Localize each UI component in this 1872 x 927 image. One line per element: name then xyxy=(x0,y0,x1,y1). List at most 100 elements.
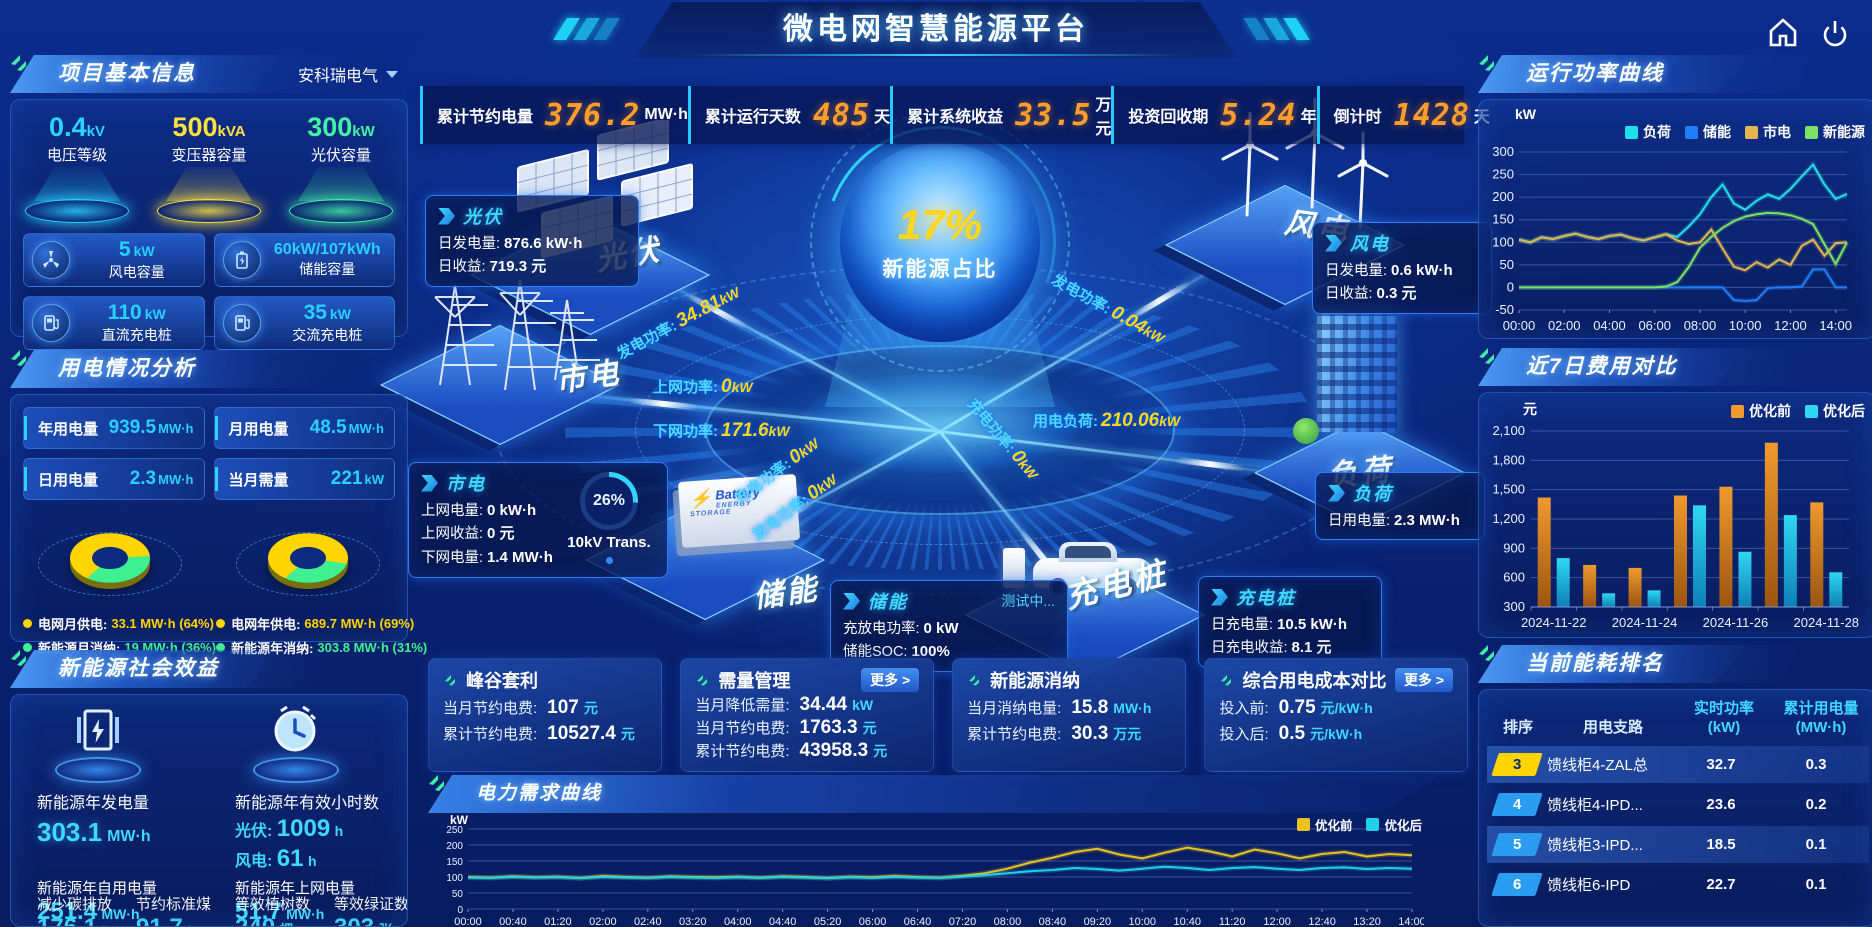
tile-storage-capacity: 60kW/107kWh 储能容量 xyxy=(213,233,395,287)
svg-text:12:00: 12:00 xyxy=(1774,318,1807,333)
svg-text:2,100: 2,100 xyxy=(1492,423,1525,438)
company-dropdown[interactable]: 安科瑞电气 xyxy=(298,62,398,86)
legend-grid-year: 电网年供电: 689.7 MW·h (69%) xyxy=(216,614,427,633)
power-icon[interactable] xyxy=(1818,16,1852,50)
legend-grid-month: 电网月供电: 33.1 MW·h (64%) xyxy=(23,614,216,633)
benefit-carousel-overlap: 新能源年自用电量 251.4 MW·h 新能源年上网电量 51.7 MW·h 减少碳… xyxy=(11,877,408,926)
storage-node-label: 储能 xyxy=(751,572,822,615)
run-power-legend[interactable]: 负荷 储能 市电 新能源 xyxy=(1625,122,1865,142)
stat-running-days: 累计运行天数 485 天 xyxy=(687,86,891,144)
battery-icon xyxy=(222,241,261,279)
stat-label: 累计运行天数 xyxy=(704,109,801,126)
card-corner-icon xyxy=(697,674,708,685)
cost-chart-legend[interactable]: 优化前 优化后 xyxy=(1731,401,1865,421)
legend-item[interactable]: 优化后 xyxy=(1366,815,1422,834)
panel-title: 当前能耗排名 xyxy=(1526,652,1664,675)
benefit-generation-column: 新能源年发电量 303.1 MW·h xyxy=(11,695,209,873)
y-axis-unit: 元 xyxy=(1523,401,1537,417)
storage-status-tag: 测试中... xyxy=(1001,593,1055,609)
rank-badge: 3 xyxy=(1491,752,1543,776)
stat-label: 倒计时 xyxy=(1333,109,1382,126)
home-icon[interactable] xyxy=(1766,16,1800,50)
stat-payback-period: 投资回收期 5.24 年 xyxy=(1111,86,1317,144)
arrow-icon xyxy=(1211,588,1228,606)
panel-corner-icon xyxy=(429,775,444,791)
svg-text:04:40: 04:40 xyxy=(769,916,797,927)
table-row[interactable]: 3 馈线柜4-ZAL总 32.7 0.3 xyxy=(1487,745,1869,783)
table-row[interactable]: 5 馈线柜3-IPD... 18.5 0.1 xyxy=(1487,825,1869,863)
svg-text:900: 900 xyxy=(1503,540,1525,555)
tile-ac-charger: 35 kW 交流充电桩 xyxy=(213,296,395,350)
stat-system-revenue: 累计系统收益 33.5 万元 xyxy=(890,86,1111,144)
kpi-stats-bar: 累计节约电量 376.2 MW·h 累计运行天数 485 天 累计系统收益 33… xyxy=(420,86,1490,144)
page-title: 微电网智慧能源平台 xyxy=(783,13,1089,46)
legend-item[interactable]: 市电 xyxy=(1745,122,1791,142)
stat-unit: 万元 xyxy=(1095,97,1112,138)
svg-text:150: 150 xyxy=(446,857,463,868)
svg-text:11:20: 11:20 xyxy=(1219,916,1246,927)
card-demand-management: 需量管理 更多 > 当月降低需量: 34.44 kW 当月节约电费: 1763.3 元 … xyxy=(680,658,935,772)
legend-item[interactable]: 储能 xyxy=(1685,122,1731,142)
benefit-layer-energy: 新能源年自用电量 251.4 MW·h 新能源年上网电量 51.7 MW·h xyxy=(37,880,356,925)
legend-item[interactable]: 优化后 xyxy=(1805,401,1865,421)
legend-item[interactable]: 新能源 xyxy=(1805,122,1865,142)
svg-text:300: 300 xyxy=(1492,144,1514,159)
svg-text:04:00: 04:00 xyxy=(1593,318,1626,333)
svg-text:01:20: 01:20 xyxy=(544,916,572,927)
rank-badge: 5 xyxy=(1491,832,1543,856)
panel-energy-ranking: 当前能耗排名 排序 用电支路 实时功率 (kW) 累计用电量 (MW·h) 3 … xyxy=(1478,645,1872,927)
rank-badge: 6 xyxy=(1491,872,1543,896)
pedestal-transformer-capacity: 500kVA 变压器容量 xyxy=(146,112,272,223)
storage-info-box: 储能 测试中... 充放电功率: 0 kW 储能SOC: 100% xyxy=(830,580,1068,672)
stat-value: 1428 xyxy=(1393,97,1470,133)
card-peak-valley-arbitrage: 峰谷套利 当月节约电费: 107 元 累计节约电费: 10527.4 元 xyxy=(428,658,663,772)
more-button[interactable]: 更多 > xyxy=(1394,668,1454,692)
load-info-box: 负荷 日用电量: 2.3 MW·h xyxy=(1315,472,1485,541)
card-corner-icon xyxy=(969,674,980,685)
table-row[interactable]: 6 馈线柜6-IPD 22.7 0.1 xyxy=(1487,866,1869,903)
stat-unit: 天 xyxy=(874,109,891,126)
svg-text:200: 200 xyxy=(1492,189,1514,204)
arrow-icon xyxy=(1325,234,1342,252)
stat-value: 5.24 xyxy=(1220,97,1297,133)
wind-icon xyxy=(32,241,70,279)
panel-title: 运行功率曲线 xyxy=(1526,62,1664,85)
svg-text:100: 100 xyxy=(1492,234,1514,249)
panel-title: 电力需求曲线 xyxy=(476,783,603,804)
pedestal-pv-capacity: 300kW 光伏容量 xyxy=(278,112,404,223)
benefit-title: 新能源年发电量 xyxy=(37,795,150,812)
transformer-gauge: 26% 10kV Trans. xyxy=(563,470,655,569)
stat-value: 33.5 xyxy=(1015,97,1092,133)
card-corner-icon xyxy=(1221,674,1232,685)
legend-item[interactable]: 优化前 xyxy=(1731,401,1791,421)
more-button[interactable]: 更多 > xyxy=(861,668,920,692)
card-corner-icon xyxy=(445,674,455,685)
panel-power-usage: 用电情况分析 年用电量 939.5 MW·h 月用电量 48.5 MW·h 日用电量 2.… xyxy=(10,350,427,656)
panel-corner-icon xyxy=(11,350,26,366)
svg-text:04:00: 04:00 xyxy=(724,916,752,927)
arrow-icon xyxy=(1328,484,1345,502)
svg-text:600: 600 xyxy=(1503,570,1525,585)
svg-text:06:00: 06:00 xyxy=(1638,318,1671,333)
stat-label: 累计系统收益 xyxy=(907,109,1004,126)
legend-item[interactable]: 负荷 xyxy=(1625,122,1671,142)
benefit-title: 新能源年有效小时数 xyxy=(235,795,380,812)
header-deco-left xyxy=(553,18,620,40)
ac-charger-icon xyxy=(222,304,261,342)
legend-item[interactable]: 优化前 xyxy=(1296,815,1352,834)
top-header: 微电网智慧能源平台 xyxy=(0,0,1872,62)
panel-project-info: 项目基本信息 安科瑞电气 0.4kV 电压等级 500kVA 变压器容量 300… xyxy=(10,55,408,350)
table-row[interactable]: 4 馈线柜4-IPD... 23.6 0.2 xyxy=(1487,786,1869,823)
benefit-layer-eco: 减少碳排放176.1 t 节约标准煤91.7 t 等效植树数240 棵 等效绿证… xyxy=(37,896,408,926)
generation-battery-icon xyxy=(77,709,119,751)
demand-chart-legend[interactable]: 优化前 优化后 xyxy=(1296,815,1422,834)
effective-hours-clock-icon xyxy=(274,705,317,752)
svg-text:1,200: 1,200 xyxy=(1492,511,1525,526)
stat-label: 投资回收期 xyxy=(1128,109,1209,126)
stat-value: 376.2 xyxy=(545,97,641,133)
header-deco-right xyxy=(1243,18,1310,40)
svg-text:05:20: 05:20 xyxy=(814,916,842,927)
svg-text:300: 300 xyxy=(1503,599,1525,614)
